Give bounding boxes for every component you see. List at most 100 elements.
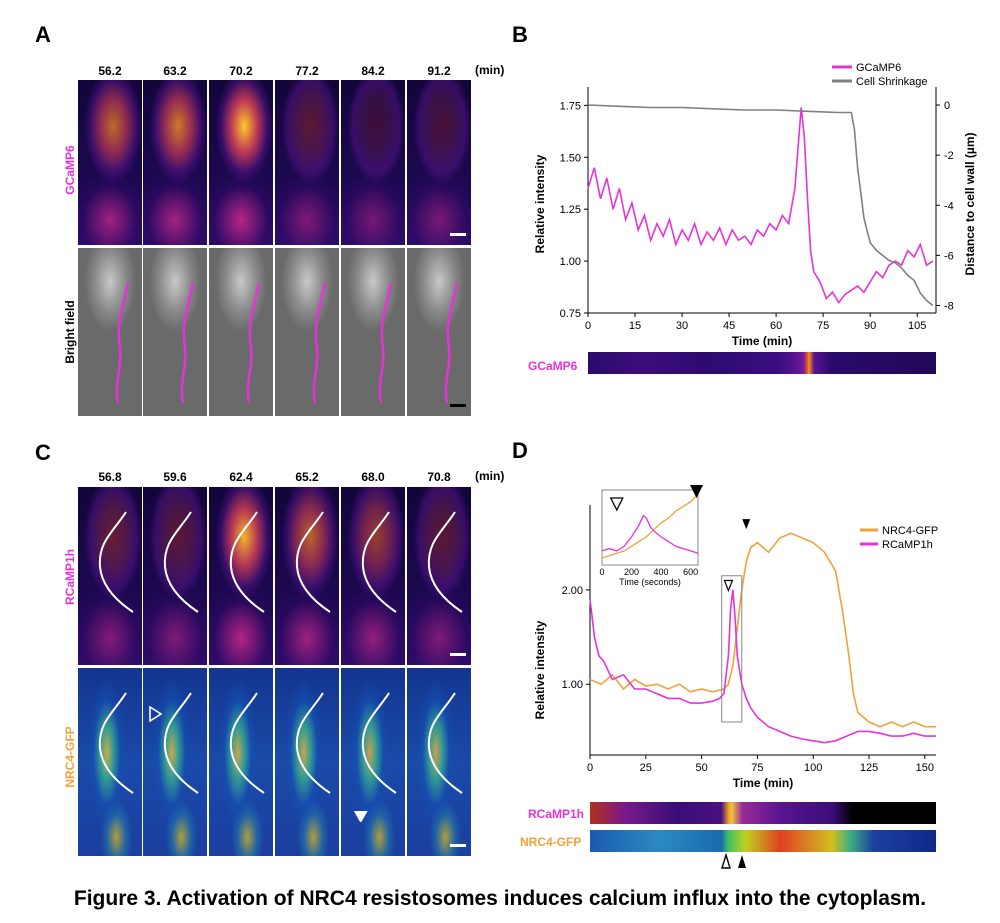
cell-outline [378, 282, 393, 404]
chart-d-legend-label: RCaMP1h [882, 539, 933, 551]
panel-a-timepoint-5: 91.2 [427, 64, 451, 78]
chart-d-x-tick-label: 75 [751, 762, 763, 774]
chart-b-x-tick-label: 60 [770, 320, 782, 332]
chart-b-y2-tick-label: 0 [944, 100, 950, 112]
cell-outline [163, 511, 199, 613]
panel-c-row0-image-4 [341, 487, 405, 665]
open-arrowhead-icon [149, 706, 163, 722]
panel-c-timepoint-3: 65.2 [295, 470, 319, 484]
open-arrowhead-icon [721, 852, 731, 869]
chart-d: 0 25 50 75 100 125 150 1.00 2.00 Time (min) Relati… [533, 485, 938, 790]
chart-d-ylabel: Relative intensity [533, 620, 547, 719]
chart-b-y-tick-label: 1.25 [560, 204, 581, 216]
panel-a-row1-image-1 [143, 248, 207, 416]
cell-outline [427, 692, 463, 794]
chart-d-inset-series-nrc4-gfp [601, 494, 699, 559]
panel-c-timepoint-2: 62.4 [229, 470, 253, 484]
chart-d-x-tick-label: 150 [916, 762, 934, 774]
panel-a-row0-image-2 [209, 80, 273, 245]
chart-d-y-tick-label: 1.00 [562, 679, 583, 691]
panel-a-row-label-gcamp6: GCaMP6 [63, 145, 77, 195]
panel-c-row0-image-0 [78, 487, 142, 665]
panel-c-row-label-rcamp1h: RCaMP1h [63, 549, 77, 606]
chart-d-legend-label: NRC4-GFP [882, 525, 938, 537]
panel-a-row0-image-5 [407, 80, 471, 245]
filled-arrowhead-icon [738, 855, 746, 868]
cell-outline [180, 282, 195, 404]
kymo-d-label-rcamp1h: RCaMP1h [528, 807, 585, 821]
panel-c-row1-scale-bar [450, 844, 466, 847]
panel-c-row-label-nrc4-gfp: NRC4-GFP [63, 726, 77, 788]
chart-d-y-tick-label: 2.00 [562, 585, 583, 597]
panel-c-row0-image-5 [407, 487, 471, 665]
chart-b-y-tick-label: 1.00 [560, 256, 581, 268]
chart-d-series-nrc4-gfp [589, 532, 936, 728]
panel-a-row-label-brightfield: Bright field [63, 300, 77, 364]
filled-arrowhead-icon [690, 485, 704, 498]
panel-a-row0-image-3 [275, 80, 339, 245]
chart-d-x-tick-label: 0 [587, 762, 593, 774]
cell-outline [295, 511, 331, 613]
chart-b-xlabel: Time (min) [732, 334, 792, 348]
chart-b-y2-tick-label: -2 [944, 150, 954, 162]
chart-d-inset-tick-label: 400 [654, 567, 669, 577]
cell-outline [229, 511, 265, 613]
chart-b-y-tick-label: 0.75 [560, 308, 581, 320]
cell-outline [444, 282, 459, 404]
chart-b-legend-label: Cell Shrinkage [856, 76, 928, 88]
chart-d-inset-tick-label: 600 [683, 567, 698, 577]
cell-outline [115, 282, 130, 404]
cell-outline [312, 282, 327, 404]
panel-a-timepoint-0: 56.2 [98, 64, 122, 78]
panel-a-row1-image-3 [275, 248, 339, 416]
kymo-d-label-nrc4-gfp: NRC4-GFP [520, 835, 582, 849]
chart-b-x-tick-label: 45 [723, 320, 735, 332]
panel-c-row1-image-4 [341, 668, 405, 856]
chart-d-x-tick-label: 25 [640, 762, 652, 774]
chart-b-x-tick-label: 15 [629, 320, 641, 332]
panel-a-row1-image-2 [209, 248, 273, 416]
figure-caption: Figure 3. Activation of NRC4 resistosome… [73, 887, 927, 910]
chart-d-x-tick-label: 125 [860, 762, 878, 774]
chart-d-series-rcamp1h [589, 589, 936, 744]
panel-c-row0-image-2 [209, 487, 273, 665]
cell-outline [229, 692, 265, 794]
panel-a-row1-scale-bar [450, 404, 466, 407]
chart-b-y-tick-label: 1.75 [560, 100, 581, 112]
kymo-d-arrowheads [721, 852, 746, 869]
panel-c-row0-scale-bar [450, 653, 466, 656]
panel-a-row1-image-5 [407, 248, 471, 416]
panel-label-d: D [512, 438, 528, 463]
chart-d-inset-tick-label: 200 [624, 567, 639, 577]
chart-b-ylabel: Relative intensity [533, 154, 547, 253]
panel-c-row0-image-1 [143, 487, 207, 665]
filled-arrowhead-icon [742, 519, 751, 530]
panel-c-row0-image-3 [275, 487, 339, 665]
chart-d-xlabel: Time (min) [733, 776, 793, 790]
panel-label-b: B [512, 22, 528, 47]
panel-a-unit: (min) [475, 63, 505, 77]
chart-d-inset-xlabel: Time (seconds) [619, 577, 681, 587]
chart-d-zoom-box [721, 575, 743, 723]
cell-outline [163, 692, 199, 794]
panel-a-timepoint-2: 70.2 [229, 64, 253, 78]
panel-a-row0-image-0 [78, 80, 142, 245]
chart-b: 0 15 30 45 60 75 90 105 0.75 1.00 1.25 1.50 1.75 0 -2 -… [533, 62, 977, 348]
panel-c-row1-image-0 [78, 668, 142, 856]
chart-b-y-tick-label: 1.50 [560, 152, 581, 164]
cell-outline [246, 282, 261, 404]
chart-b-x-tick-label: 90 [864, 320, 876, 332]
panel-a-timepoint-1: 63.2 [163, 64, 187, 78]
chart-b-x-tick-label: 0 [585, 320, 591, 332]
panel-c-row1-image-3 [275, 668, 339, 856]
chart-b-legend-label: GCaMP6 [856, 62, 901, 74]
chart-b-x-tick-label: 105 [908, 320, 926, 332]
panel-a-row0-image-1 [143, 80, 207, 245]
kymograph-d-nrc4-gfp [590, 830, 936, 852]
chart-b-x-tick-label: 30 [676, 320, 688, 332]
panel-c-row1-image-5 [407, 668, 471, 856]
panel-c-timepoint-4: 68.0 [361, 470, 385, 484]
chart-d-inset-tick-label: 0 [599, 567, 604, 577]
panel-a-row0-image-4 [341, 80, 405, 245]
chart-b-y2-tick-label: -4 [944, 200, 954, 212]
